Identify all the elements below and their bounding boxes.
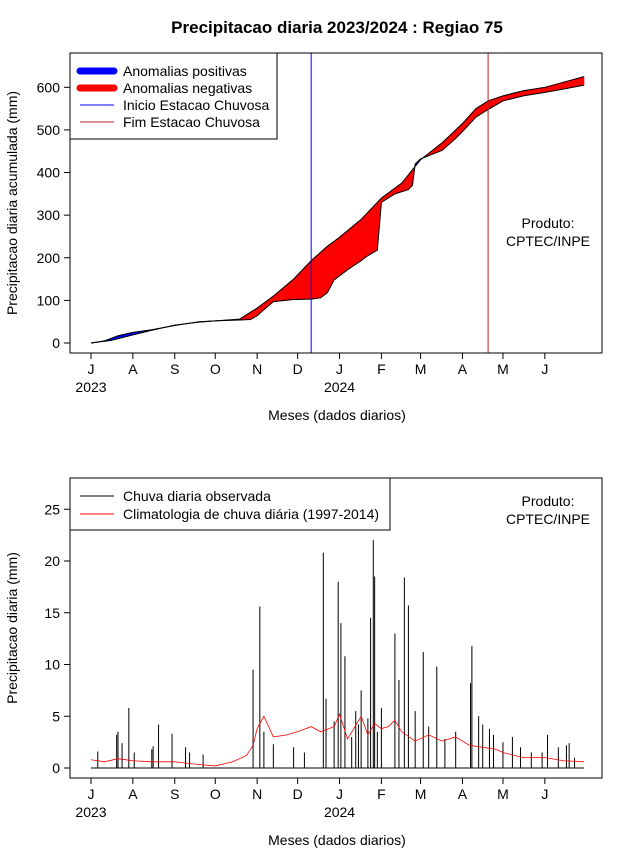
axes: 0 100 200 300 400 500 600 J A S O N D J F M A M J 2023 2024 — [37, 79, 549, 395]
legend: Chuva diaria observada Climatologia de c… — [69, 477, 391, 531]
x-tick-label: N — [252, 786, 262, 802]
product-annotation: Produto: CPTEC/INPE — [506, 215, 590, 249]
annotation-line: Produto: — [522, 215, 575, 231]
year-label: 2023 — [75, 379, 106, 395]
x-tick-label: O — [210, 361, 221, 377]
x-tick-label: J — [336, 786, 343, 802]
x-tick-label: J — [88, 786, 95, 802]
observed-accumulated-line — [90, 84, 585, 344]
legend-label: Anomalias negativas — [123, 80, 252, 96]
x-tick-label: M — [415, 361, 427, 377]
legend-label: Climatologia de chuva diária (1997-2014) — [123, 506, 379, 522]
x-tick-label: S — [170, 361, 179, 377]
y-axis-label: Precipitacao diaria (mm) — [4, 552, 20, 704]
x-tick-label: M — [415, 786, 427, 802]
year-label: 2023 — [75, 804, 106, 820]
daily-precipitation-chart: 0 5 10 15 20 25 J A S O N D J F M A M J 2023 2024 Meses (da… — [4, 477, 603, 848]
y-tick-label: 20 — [44, 553, 60, 569]
x-tick-label: F — [377, 786, 386, 802]
x-tick-label: A — [128, 361, 138, 377]
legend-label: Fim Estacao Chuvosa — [123, 114, 260, 130]
y-tick-label: 0 — [52, 335, 60, 351]
y-tick-label: 400 — [37, 165, 61, 181]
y-tick-label: 10 — [44, 657, 60, 673]
x-tick-label: A — [458, 361, 468, 377]
accumulated-precipitation-chart: Precipitacao diaria 2023/2024 : Regiao 7… — [4, 18, 603, 423]
y-tick-label: 600 — [37, 79, 61, 95]
x-tick-label: O — [210, 786, 221, 802]
x-tick-label: D — [293, 361, 303, 377]
x-tick-label: A — [458, 786, 468, 802]
legend-label: Chuva diaria observada — [123, 488, 271, 504]
legend-box — [69, 477, 391, 531]
plot-frame — [69, 52, 603, 354]
x-tick-label: J — [336, 361, 343, 377]
x-tick-label: S — [170, 786, 179, 802]
annotation-line: CPTEC/INPE — [506, 233, 590, 249]
legend-label: Inicio Estacao Chuvosa — [123, 97, 270, 113]
y-tick-label: 300 — [37, 207, 61, 223]
x-tick-label: J — [541, 786, 548, 802]
year-label: 2024 — [324, 379, 355, 395]
product-annotation: Produto: CPTEC/INPE — [506, 493, 590, 527]
legend-label: Anomalias positivas — [123, 63, 247, 79]
y-tick-label: 15 — [44, 605, 60, 621]
climatology-line — [90, 713, 585, 767]
observed-spikes — [91, 540, 584, 769]
x-axis-label: Meses (dados diarios) — [268, 832, 406, 848]
x-tick-label: F — [377, 361, 386, 377]
y-tick-label: 200 — [37, 250, 61, 266]
x-tick-label: M — [497, 786, 509, 802]
axes: 0 5 10 15 20 25 J A S O N D J F M A M J 2023 2024 — [44, 501, 548, 820]
chart-title: Precipitacao diaria 2023/2024 : Regiao 7… — [171, 18, 503, 37]
accumulation-lines — [90, 76, 585, 344]
x-tick-label: J — [88, 361, 95, 377]
y-tick-label: 5 — [52, 708, 60, 724]
year-label: 2024 — [324, 804, 355, 820]
x-tick-label: J — [541, 361, 548, 377]
x-tick-label: A — [128, 786, 138, 802]
y-axis-label: Precipitacao diaria acumulada (mm) — [4, 91, 20, 315]
legend-box — [69, 52, 278, 140]
climatology-daily-line — [90, 713, 585, 767]
y-tick-label: 25 — [44, 501, 60, 517]
y-tick-label: 0 — [52, 760, 60, 776]
annotation-line: CPTEC/INPE — [506, 511, 590, 527]
x-tick-label: N — [252, 361, 262, 377]
legend: Anomalias positivas Anomalias negativas … — [69, 52, 278, 140]
y-tick-label: 500 — [37, 122, 61, 138]
annotation-line: Produto: — [522, 493, 575, 509]
x-axis-label: Meses (dados diarios) — [268, 407, 406, 423]
x-tick-label: M — [497, 361, 509, 377]
season-lines — [310, 53, 489, 353]
x-tick-label: D — [293, 786, 303, 802]
negative-anomaly-band — [582, 76, 585, 86]
y-tick-label: 100 — [37, 292, 61, 308]
